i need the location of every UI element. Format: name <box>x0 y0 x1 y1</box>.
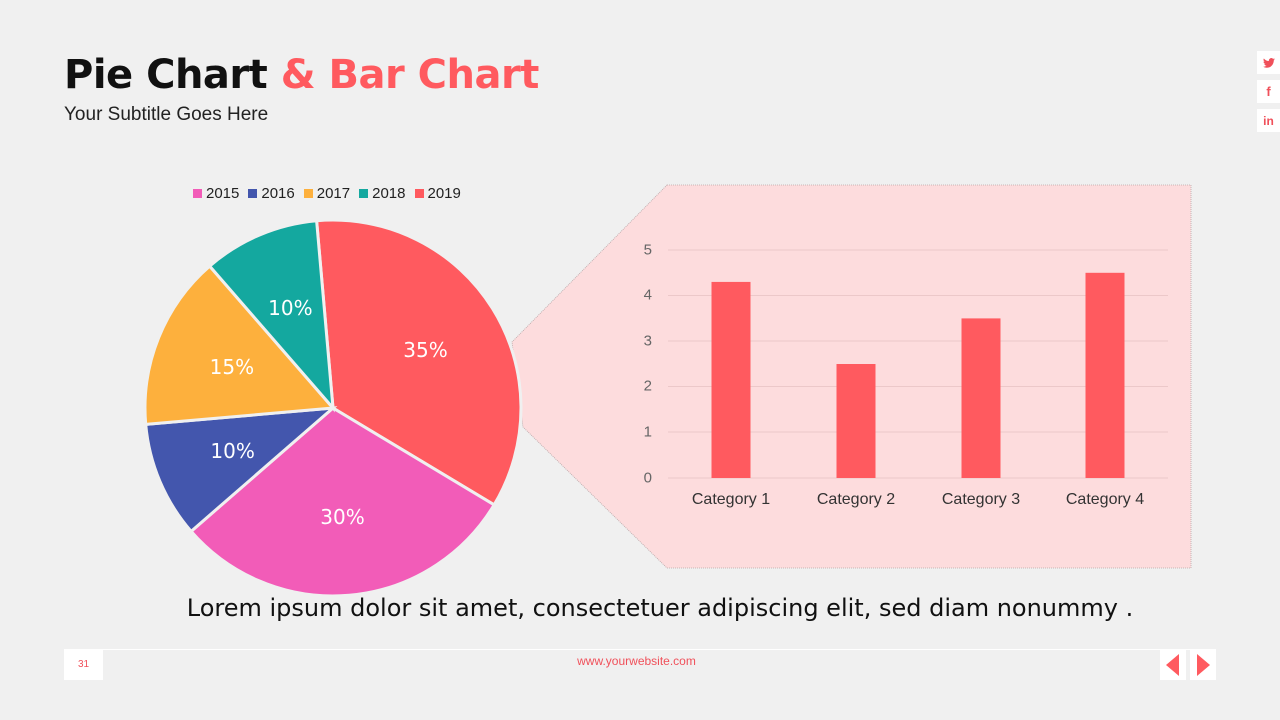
x-tick: Category 1 <box>691 491 771 508</box>
twitter-icon <box>1262 57 1275 68</box>
linkedin-icon: in <box>1263 113 1274 128</box>
footer-divider <box>64 649 1216 650</box>
x-tick: Category 4 <box>1065 491 1145 508</box>
swatch-icon <box>193 189 202 198</box>
triangle-right-icon <box>1197 653 1210 676</box>
swatch-icon <box>414 189 424 198</box>
bar-3 <box>961 318 1001 478</box>
linkedin-button[interactable]: in <box>1257 109 1280 132</box>
y-tick: 1 <box>643 423 652 441</box>
y-tick: 0 <box>643 469 652 487</box>
page-title: Pie Chart & Bar Chart <box>64 52 539 98</box>
legend-item-2016: 2016 <box>248 185 295 202</box>
website-link[interactable]: www.yourwebsite.com <box>577 654 696 668</box>
pie-slice-2016 <box>144 406 338 534</box>
triangle-left-icon <box>1166 653 1179 676</box>
pie-legend: 2015 2016 2017 2018 2019 <box>193 185 461 202</box>
pie-slice-2017 <box>143 263 337 427</box>
caption-text: Lorem ipsum dolor sit amet, consectetuer… <box>186 594 1134 622</box>
pie-slice-label: 15% <box>209 355 255 380</box>
bar-4 <box>1085 272 1125 478</box>
pie-slice-label: 10% <box>210 438 255 463</box>
facebook-icon: f <box>1266 84 1271 99</box>
pie-slice-label: 30% <box>320 504 365 529</box>
pie-slice-2019 <box>314 218 523 507</box>
y-tick: 2 <box>643 377 652 395</box>
x-tick: Category 3 <box>941 491 1021 508</box>
pie-slice-label: 35% <box>403 338 448 363</box>
swatch-icon <box>248 189 258 198</box>
legend-item-2018: 2018 <box>359 185 406 202</box>
swatch-icon <box>303 189 313 198</box>
title-main: Pie Chart <box>64 52 268 98</box>
title-accent: & Bar Chart <box>280 52 540 98</box>
page-number: 31 <box>64 649 103 680</box>
x-tick: Category 2 <box>816 491 896 508</box>
prev-slide-button[interactable] <box>1160 649 1186 680</box>
bar-gridlines <box>668 249 1168 479</box>
twitter-button[interactable] <box>1257 51 1280 74</box>
y-tick: 5 <box>643 241 652 259</box>
legend-item-2017: 2017 <box>303 185 350 202</box>
bar-2 <box>836 364 876 478</box>
page-subtitle: Your Subtitle Goes Here <box>64 104 269 125</box>
legend-item-2019: 2019 <box>414 185 461 202</box>
bar-1 <box>711 281 751 478</box>
swatch-icon <box>359 189 369 198</box>
pie-slice-label: 10% <box>268 295 313 320</box>
bar-series <box>711 272 1125 478</box>
pie-slice-2018 <box>207 219 335 413</box>
pie-slice-2015 <box>188 406 497 598</box>
legend-item-2015: 2015 <box>193 185 239 202</box>
facebook-button[interactable]: f <box>1257 80 1280 103</box>
y-tick: 4 <box>643 286 652 304</box>
next-slide-button[interactable] <box>1190 649 1216 680</box>
y-tick: 3 <box>643 332 652 350</box>
